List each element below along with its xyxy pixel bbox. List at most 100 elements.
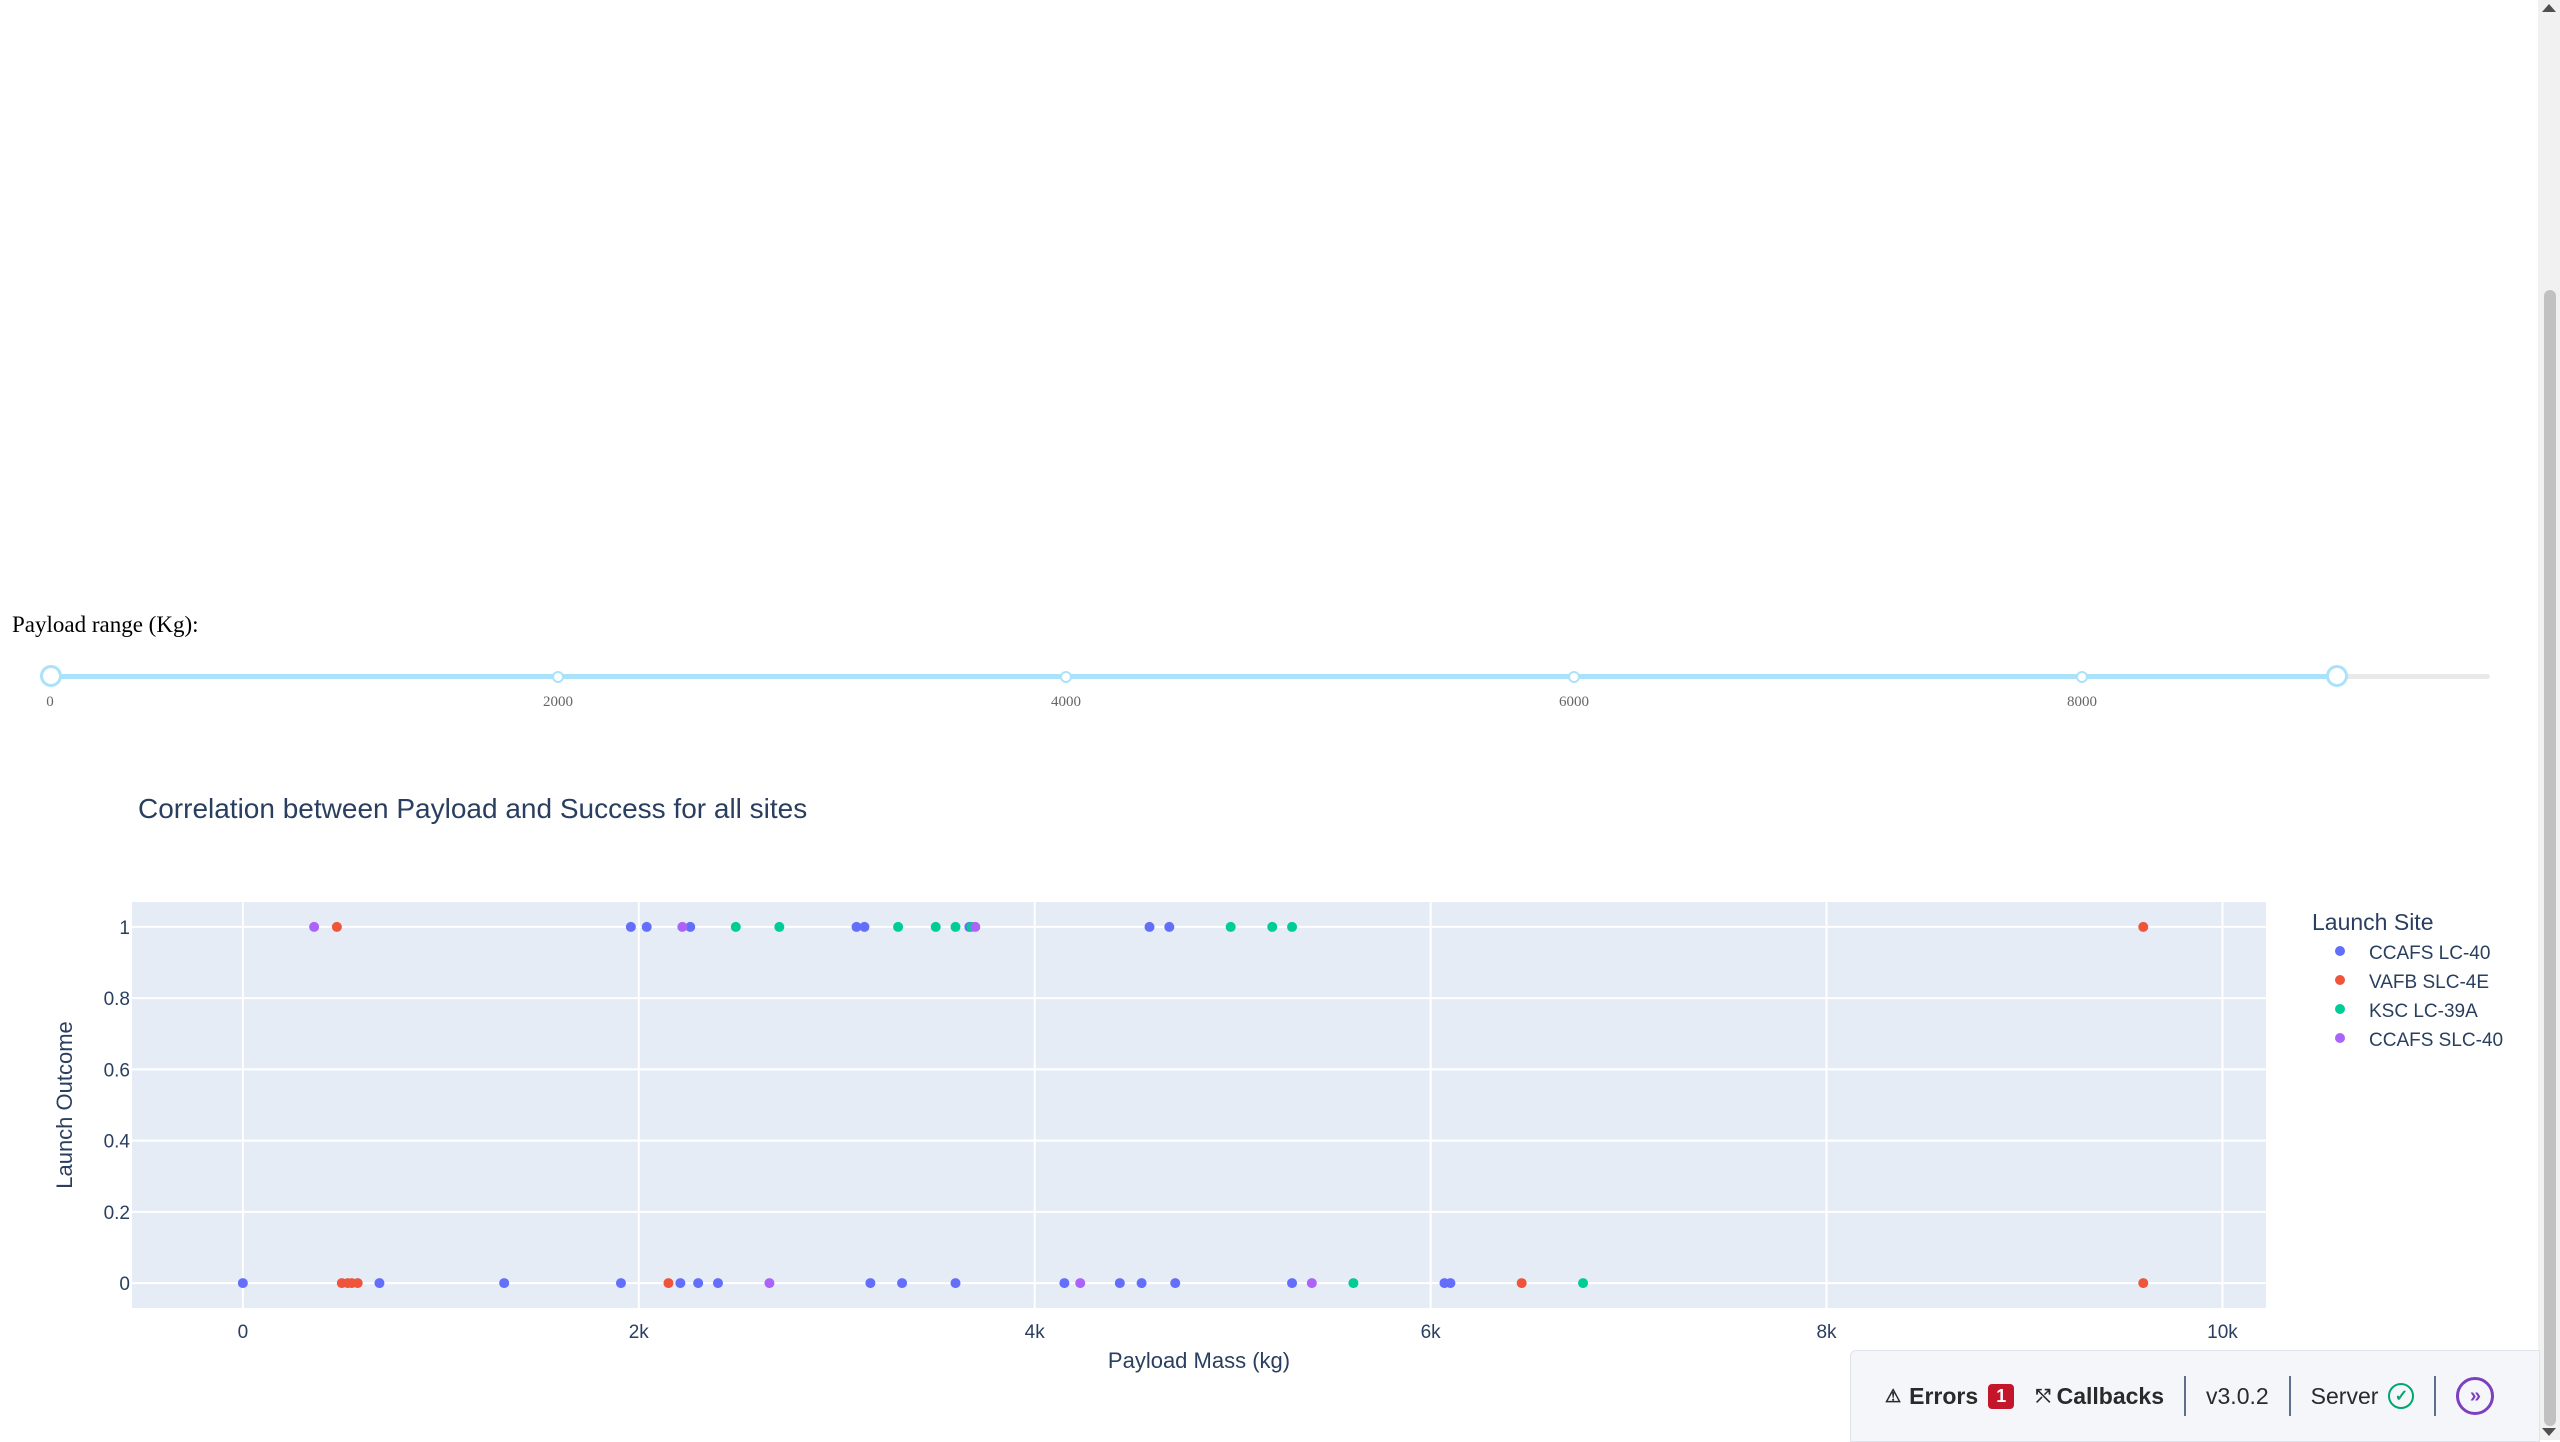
- data-point: [764, 1278, 775, 1289]
- data-point: [685, 921, 696, 932]
- legend-marker: [2335, 1033, 2345, 1043]
- data-point: [1059, 1278, 1070, 1289]
- y-tick-label: 0.4: [104, 1132, 131, 1153]
- payload-range-label: Payload range (Kg):: [12, 612, 199, 637]
- data-point: [641, 921, 652, 932]
- slider-mark-label: 0: [46, 694, 54, 710]
- data-point: [1136, 1278, 1147, 1289]
- errors-label: Errors: [1909, 1382, 1979, 1409]
- errors-button[interactable]: ⚠ Errors 1: [1885, 1382, 2015, 1410]
- data-point: [1164, 921, 1175, 932]
- data-point: [897, 1278, 908, 1289]
- data-point: [859, 921, 870, 932]
- x-tick-label: 6k: [1421, 1322, 1442, 1343]
- slider-mark-label: 6000: [1559, 694, 1589, 710]
- divider: [2184, 1376, 2187, 1416]
- callbacks-label: Callbacks: [2056, 1382, 2165, 1409]
- data-point: [1445, 1278, 1456, 1289]
- data-point: [675, 1278, 686, 1289]
- y-tick-label: 0.8: [104, 989, 130, 1010]
- slider-handle-max[interactable]: [2326, 665, 2348, 687]
- data-point: [930, 921, 941, 932]
- slider-mark-dot: [552, 671, 564, 683]
- data-point: [615, 1278, 626, 1289]
- data-point: [1225, 921, 1236, 932]
- y-tick-label: 0.2: [104, 1203, 130, 1224]
- legend-marker: [2335, 1004, 2345, 1014]
- plot-area: [132, 902, 2266, 1308]
- y-tick-label: 0.6: [104, 1060, 130, 1081]
- data-point: [865, 1278, 876, 1289]
- data-point: [730, 921, 741, 932]
- x-tick-label: 8k: [1816, 1322, 1837, 1343]
- data-point: [1578, 1278, 1589, 1289]
- x-tick-label: 10k: [2207, 1322, 2238, 1343]
- slider-mark-label: 2000: [543, 694, 573, 710]
- slider-mark-label: 8000: [2067, 694, 2097, 710]
- slider-mark-dot: [1060, 671, 1072, 683]
- data-point: [1075, 1278, 1086, 1289]
- data-point: [1516, 1278, 1527, 1289]
- callbacks-icon: ⤲: [2036, 1385, 2051, 1406]
- data-point: [1267, 921, 1278, 932]
- data-point: [625, 921, 636, 932]
- data-point: [309, 921, 320, 932]
- devtools-toggle-icon[interactable]: »: [2456, 1377, 2495, 1415]
- scroll-down-icon[interactable]: [2542, 1428, 2556, 1436]
- data-point: [1114, 1278, 1125, 1289]
- data-point: [950, 1278, 961, 1289]
- data-point: [1170, 1278, 1181, 1289]
- data-point: [663, 1278, 674, 1289]
- legend-item-label: VAFB SLC-4E: [2369, 972, 2489, 993]
- slider-mark-dot: [1568, 671, 1580, 683]
- data-point: [2138, 1278, 2149, 1289]
- data-point: [1306, 1278, 1317, 1289]
- legend-marker: [2335, 975, 2345, 985]
- page-scrollbar[interactable]: [2538, 0, 2560, 1440]
- data-point: [774, 921, 785, 932]
- data-point: [499, 1278, 510, 1289]
- y-tick-label: 1: [119, 918, 130, 939]
- data-point: [1287, 921, 1298, 932]
- data-point: [893, 921, 904, 932]
- warning-icon: ⚠: [1885, 1385, 1902, 1406]
- y-tick-label: 0: [119, 1274, 130, 1295]
- data-point: [950, 921, 961, 932]
- slider-handle-min[interactable]: [40, 665, 62, 687]
- check-circle-icon: ✓: [2388, 1383, 2415, 1409]
- legend-item-label: CCAFS LC-40: [2369, 943, 2490, 964]
- chart-title: Correlation between Payload and Success …: [138, 793, 807, 824]
- data-point: [1287, 1278, 1298, 1289]
- y-axis-title: Launch Outcome: [52, 1021, 77, 1189]
- scroll-thumb[interactable]: [2544, 290, 2556, 1426]
- data-point: [677, 921, 688, 932]
- divider: [2288, 1376, 2291, 1416]
- legend-marker: [2335, 946, 2345, 956]
- data-point: [237, 1278, 248, 1289]
- slider-mark-label: 4000: [1051, 694, 1081, 710]
- slider-mark-dot: [2076, 671, 2088, 683]
- callbacks-button[interactable]: ⤲ Callbacks: [2036, 1383, 2164, 1410]
- data-point: [693, 1278, 704, 1289]
- version-label: v3.0.2: [2206, 1382, 2269, 1409]
- data-point: [851, 921, 862, 932]
- x-tick-label: 2k: [629, 1322, 650, 1343]
- server-status[interactable]: Server ✓: [2311, 1383, 2415, 1410]
- data-point: [352, 1278, 363, 1289]
- scroll-up-icon[interactable]: [2542, 4, 2556, 12]
- errors-count-badge: 1: [1988, 1383, 2015, 1409]
- legend-item-label: KSC LC-39A: [2369, 1001, 2478, 1022]
- data-point: [1144, 921, 1155, 932]
- legend-item-label: CCAFS SLC-40: [2369, 1030, 2503, 1051]
- data-point: [331, 921, 342, 932]
- x-tick-label: 4k: [1025, 1322, 1046, 1343]
- slider-track[interactable]: [50, 674, 2336, 679]
- data-point: [1348, 1278, 1359, 1289]
- data-point: [712, 1278, 723, 1289]
- dash-devtools-bar: ⚠ Errors 1 ⤲ Callbacks v3.0.2 Server ✓ »: [1850, 1350, 2540, 1442]
- legend-title: Launch Site: [2312, 909, 2433, 935]
- data-point: [970, 921, 981, 932]
- divider: [2434, 1376, 2437, 1416]
- data-point: [374, 1278, 385, 1289]
- payload-success-scatter-chart: 0 0.2 0.4 0.6 0.8 1 0 2k 4k 6k 8k 10k Correlation be…: [52, 793, 2503, 1373]
